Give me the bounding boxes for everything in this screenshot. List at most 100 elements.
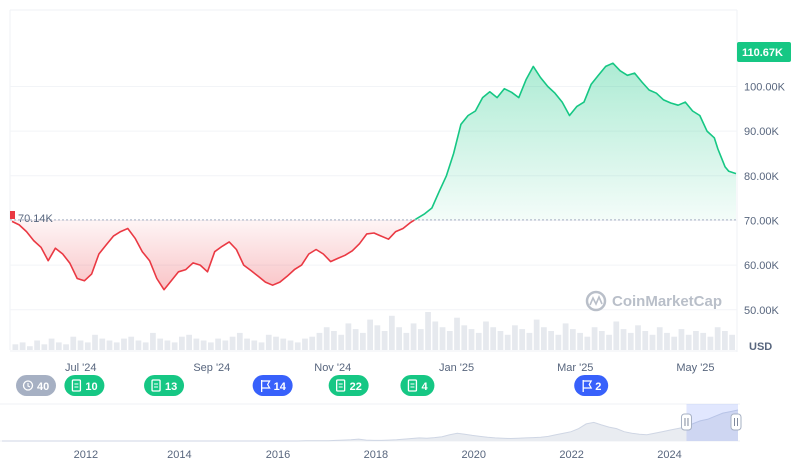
event-badge-flag[interactable]: 2: [574, 375, 609, 396]
volume-bar: [323, 327, 330, 350]
x-tick-label: Jan '25: [439, 362, 474, 374]
price-line: [11, 62, 737, 291]
navigator-handle-left[interactable]: [680, 413, 692, 431]
volume-bar: [142, 342, 149, 350]
volume-bar: [236, 332, 243, 350]
x-axis-labels: Jul '24 Sep '24 Nov '24 Jan '25 Mar '25 May '…: [65, 362, 714, 374]
event-badge-news[interactable]: 4: [400, 375, 435, 396]
x-tick-label: Mar '25: [557, 362, 593, 374]
volume-bar: [48, 338, 55, 350]
volume-bar: [41, 344, 48, 350]
volume-bar: [598, 331, 605, 350]
line-above-baseline: [414, 62, 737, 221]
volume-bar: [273, 336, 279, 350]
currency-label: USD: [749, 341, 772, 353]
event-badge-bg: [574, 375, 609, 396]
volume-bar: [63, 344, 69, 350]
handle-grip: [680, 413, 692, 431]
event-count: 14: [274, 381, 287, 393]
last-price-badge: 110.67K: [737, 42, 791, 62]
volume-bar: [171, 342, 178, 350]
event-count: 13: [165, 381, 177, 393]
event-badge-bg: [252, 375, 293, 396]
flag-icon: [260, 380, 271, 392]
volume-bar: [179, 336, 185, 350]
y-tick-label: 100.00K: [744, 81, 786, 93]
volume-bar: [627, 332, 634, 350]
event-badge-history[interactable]: 40: [16, 375, 56, 396]
volume-bar: [92, 334, 98, 350]
volume-bar: [396, 327, 402, 350]
volume-bar: [555, 334, 562, 350]
navigator-window: [686, 404, 738, 441]
volume-bar: [620, 329, 627, 350]
volume-bar: [577, 332, 583, 350]
last-price-label: 110.67K: [742, 47, 783, 59]
baseline-label: 70.14K: [18, 213, 54, 225]
navigator[interactable]: [2, 404, 742, 442]
volume-bar: [135, 340, 142, 350]
volume-bar: [635, 325, 641, 350]
volume-bar: [591, 327, 598, 350]
volume-bar: [215, 338, 221, 350]
watermark: CoinMarketCap: [612, 293, 722, 310]
volume-bar: [222, 340, 229, 350]
volume-bar: [569, 329, 576, 350]
volume-bar: [193, 338, 200, 350]
y-tick-label: 60.00K: [744, 260, 780, 272]
volume-bar: [425, 312, 431, 350]
area-above-baseline: [414, 63, 736, 220]
event-badge-bg: [64, 375, 105, 396]
navigator-year-label: 2024: [657, 449, 681, 461]
volume-bar: [345, 323, 352, 350]
volume-bar: [656, 327, 663, 350]
volume-bar: [99, 338, 106, 350]
volume-bar: [714, 327, 721, 350]
history-icon: [22, 380, 34, 391]
navigator-year-label: 2018: [364, 449, 388, 461]
volume-bar: [251, 340, 258, 350]
event-badge-news[interactable]: 22: [328, 375, 369, 396]
event-markers[interactable]: 40 10 13 14 22 4 2: [16, 375, 609, 396]
volume-bar: [19, 342, 26, 350]
volume-bar: [121, 338, 127, 350]
volume-bar: [244, 338, 250, 350]
event-count: 10: [85, 381, 97, 393]
volume-bar: [519, 329, 526, 350]
volume-bar: [12, 344, 19, 350]
navigator-year-label: 2012: [74, 449, 98, 461]
volume-bar: [606, 334, 612, 350]
volume-bar: [26, 346, 33, 350]
event-count: 40: [37, 381, 49, 393]
y-tick-label: 70.00K: [744, 215, 780, 227]
event-badge-news[interactable]: 13: [144, 375, 185, 396]
document-icon: [151, 379, 161, 392]
volume-bar: [403, 332, 410, 350]
event-badge-flag[interactable]: 14: [252, 375, 293, 396]
navigator-history-line: [2, 409, 739, 442]
navigator-handle-right[interactable]: [730, 413, 742, 431]
volume-bar: [685, 334, 692, 350]
volume-bar: [642, 331, 649, 350]
volume-bar: [432, 321, 439, 350]
volume-bar: [541, 327, 547, 350]
event-badge-bg: [400, 375, 435, 396]
volume-bar: [106, 340, 113, 350]
volume-bar: [729, 334, 735, 350]
event-badge-news[interactable]: 10: [64, 375, 105, 396]
volume-bar: [287, 340, 294, 350]
volume-bar: [207, 342, 214, 350]
flag-icon: [582, 380, 593, 392]
volume-bar: [128, 336, 135, 350]
volume-bar: [150, 332, 156, 350]
volume-bar: [55, 342, 62, 350]
volume-bar: [707, 336, 714, 350]
volume-bar: [410, 323, 417, 350]
volume-bar: [649, 334, 656, 350]
x-tick-label: Jul '24: [65, 362, 96, 374]
price-area: [12, 63, 736, 290]
volume-bar: [439, 327, 446, 350]
volume-bar: [367, 319, 373, 350]
volume-bar: [512, 325, 518, 350]
